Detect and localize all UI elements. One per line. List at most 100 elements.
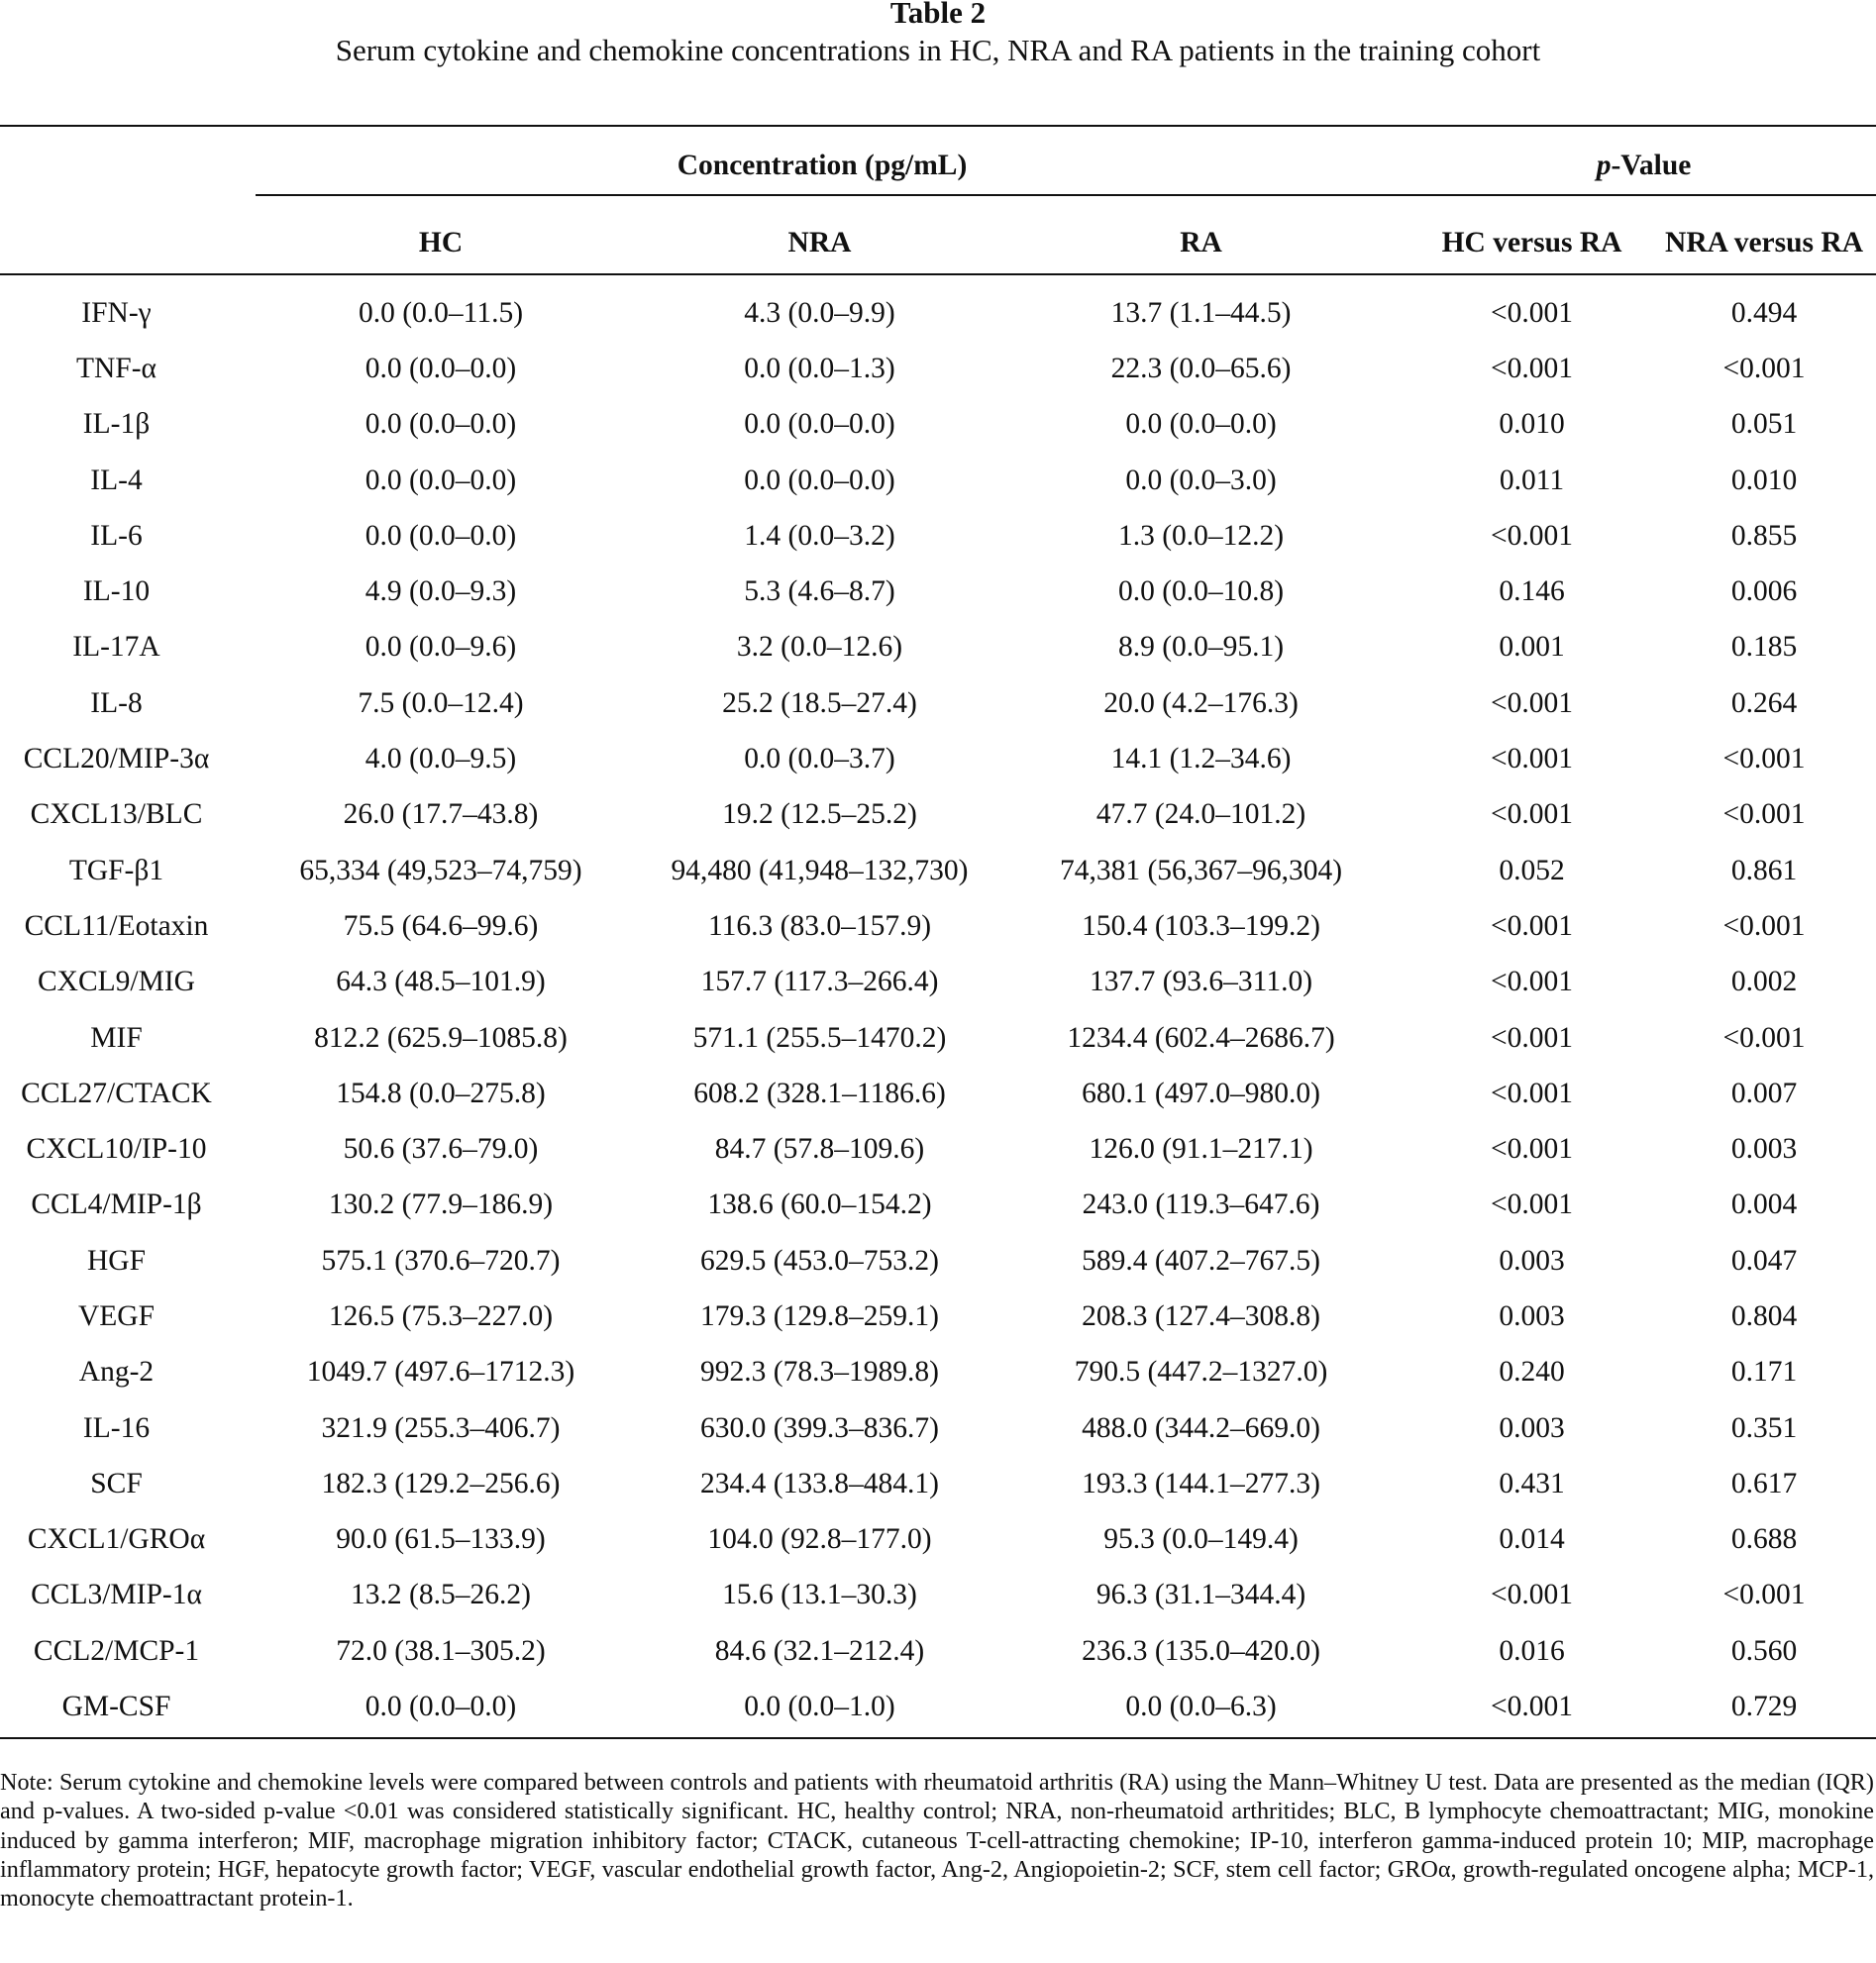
hc-value: 4.0 (0.0–9.5) — [365, 743, 517, 775]
p-nra-vs-ra: 0.264 — [1730, 686, 1798, 719]
cytokine-name: IL-16 — [82, 1411, 151, 1444]
p-hc-vs-ra: <0.001 — [1491, 1133, 1574, 1166]
hc-value: 75.5 (64.6–99.6) — [343, 909, 539, 942]
nra-value: 157.7 (117.3–266.4) — [700, 966, 939, 998]
nra-value: 0.0 (0.0–1.3) — [744, 352, 895, 384]
nra-value: 0.0 (0.0–0.0) — [744, 408, 895, 441]
ra-value: 488.0 (344.2–669.0) — [1082, 1411, 1320, 1444]
nra-value: 571.1 (255.5–1470.2) — [692, 1021, 947, 1054]
table-number: Table 2 — [889, 0, 987, 30]
ra-value: 96.3 (31.1–344.4) — [1095, 1579, 1306, 1611]
hc-value: 65,334 (49,523–74,759) — [299, 854, 582, 886]
table-row: TNF-α 0.0 (0.0–0.0) 0.0 (0.0–1.3) 22.3 (0.0… — [0, 341, 1876, 396]
cytokine-name: TGF-β1 — [68, 854, 164, 886]
nra-value: 1.4 (0.0–3.2) — [744, 519, 895, 552]
hc-value: 0.0 (0.0–0.0) — [365, 408, 517, 441]
nra-value: 15.6 (13.1–30.3) — [722, 1579, 917, 1611]
table-row: CCL27/CTACK 154.8 (0.0–275.8) 608.2 (328.1… — [0, 1066, 1876, 1121]
p-nra-vs-ra: 0.051 — [1730, 408, 1798, 441]
hc-value: 130.2 (77.9–186.9) — [328, 1188, 554, 1221]
cytokine-name: HGF — [86, 1244, 146, 1277]
cytokine-name: TNF-α — [75, 352, 156, 384]
table-row: CCL2/MCP-1 72.0 (38.1–305.2) 84.6 (32.1–21… — [0, 1623, 1876, 1679]
p-hc-vs-ra: <0.001 — [1491, 686, 1574, 719]
table-row: HGF 575.1 (370.6–720.7) 629.5 (453.0–753.2… — [0, 1233, 1876, 1289]
hc-value: 321.9 (255.3–406.7) — [321, 1411, 561, 1444]
ra-value: 20.0 (4.2–176.3) — [1103, 686, 1299, 719]
table-row: CCL20/MIP-3α 4.0 (0.0–9.5) 0.0 (0.0–3.7) 14… — [0, 731, 1876, 786]
hc-value: 0.0 (0.0–11.5) — [358, 296, 524, 329]
p-hc-vs-ra: 0.431 — [1499, 1467, 1565, 1499]
table-row: CXCL10/IP-10 50.6 (37.6–79.0) 84.7 (57.8–1… — [0, 1121, 1876, 1177]
table-row: CCL4/MIP-1β 130.2 (77.9–186.9) 138.6 (60.0… — [0, 1178, 1876, 1233]
table-row: CXCL1/GROα 90.0 (61.5–133.9) 104.0 (92.8–1… — [0, 1512, 1876, 1568]
table-row: IL-10 4.9 (0.0–9.3) 5.3 (4.6–8.7) 0.0 (0.0–… — [0, 564, 1876, 619]
hc-value: 0.0 (0.0–0.0) — [365, 519, 517, 552]
ra-value: 0.0 (0.0–6.3) — [1125, 1691, 1277, 1723]
header-row-columns: HC NRA RA HC versus RA NRA versus RA — [0, 206, 1876, 279]
hc-value: 0.0 (0.0–0.0) — [365, 352, 517, 384]
nra-value: 0.0 (0.0–1.0) — [744, 1691, 895, 1723]
p-nra-vs-ra: 0.617 — [1730, 1467, 1798, 1499]
hc-value: 64.3 (48.5–101.9) — [336, 966, 546, 998]
ra-value: 790.5 (447.2–1327.0) — [1074, 1356, 1328, 1389]
table-row: IL-8 7.5 (0.0–12.4) 25.2 (18.5–27.4) 20.0 (… — [0, 675, 1876, 731]
cytokine-name: CCL3/MIP-1α — [31, 1579, 202, 1611]
cytokine-name: GM-CSF — [61, 1691, 171, 1723]
p-nra-vs-ra: <0.001 — [1722, 352, 1806, 384]
ra-value: 243.0 (119.3–647.6) — [1082, 1188, 1320, 1221]
nra-value: 5.3 (4.6–8.7) — [744, 575, 895, 608]
p-hc-vs-ra: <0.001 — [1491, 352, 1574, 384]
p-hc-vs-ra: <0.001 — [1491, 798, 1574, 831]
p-nra-vs-ra: 0.010 — [1730, 464, 1798, 496]
cytokine-name: CCL20/MIP-3α — [23, 743, 210, 775]
cytokine-name: CXCL1/GROα — [27, 1523, 206, 1556]
p-hc-vs-ra: 0.003 — [1499, 1299, 1565, 1332]
table-row: IL-17A 0.0 (0.0–9.6) 3.2 (0.0–12.6) 8.9 (0.… — [0, 620, 1876, 675]
p-hc-vs-ra: 0.052 — [1499, 854, 1565, 886]
p-nra-vs-ra: 0.729 — [1730, 1691, 1798, 1723]
hc-value: 0.0 (0.0–9.6) — [365, 631, 517, 664]
table-row: CCL11/Eotaxin 75.5 (64.6–99.6) 116.3 (83.0… — [0, 898, 1876, 954]
cytokine-name: CCL11/Eotaxin — [24, 909, 209, 942]
table-row: IL-1β 0.0 (0.0–0.0) 0.0 (0.0–0.0) 0.0 (0.0–… — [0, 397, 1876, 453]
p-hc-vs-ra: <0.001 — [1491, 909, 1574, 942]
cytokine-name: VEGF — [77, 1299, 156, 1332]
p-nra-vs-ra: 0.171 — [1730, 1356, 1798, 1389]
table-row: CXCL9/MIG 64.3 (48.5–101.9) 157.7 (117.3–2… — [0, 955, 1876, 1010]
ra-value: 13.7 (1.1–44.5) — [1110, 296, 1292, 329]
nra-value: 19.2 (12.5–25.2) — [722, 798, 917, 831]
nra-value: 84.7 (57.8–109.6) — [714, 1133, 925, 1166]
p-nra-vs-ra: 0.007 — [1730, 1077, 1798, 1109]
table-row: GM-CSF 0.0 (0.0–0.0) 0.0 (0.0–1.0) 0.0 (0.0… — [0, 1679, 1876, 1734]
hc-value: 50.6 (37.6–79.0) — [343, 1133, 539, 1166]
hc-value: 812.2 (625.9–1085.8) — [314, 1021, 568, 1054]
header-bottom-rule — [0, 273, 1876, 275]
nra-value: 608.2 (328.1–1186.6) — [693, 1077, 946, 1109]
cytokine-name: IL-8 — [90, 686, 143, 719]
nra-value: 104.0 (92.8–177.0) — [707, 1523, 932, 1556]
cytokine-name: CXCL9/MIG — [38, 966, 195, 998]
table-row: IL-16 321.9 (255.3–406.7) 630.0 (399.3–836… — [0, 1400, 1876, 1456]
table-row: SCF 182.3 (129.2–256.6) 234.4 (133.8–484.1… — [0, 1456, 1876, 1511]
nra-value: 3.2 (0.0–12.6) — [736, 631, 903, 664]
header-hc-vs-ra: HC versus RA — [1441, 226, 1622, 258]
table-row: Ang-2 1049.7 (497.6–1712.3) 992.3 (78.3–19… — [0, 1345, 1876, 1400]
p-nra-vs-ra: 0.351 — [1730, 1411, 1798, 1444]
p-hc-vs-ra: <0.001 — [1491, 1579, 1574, 1611]
table-body: IFN-γ 0.0 (0.0–11.5) 4.3 (0.0–9.9) 13.7 (1.… — [0, 279, 1876, 1735]
hc-value: 126.5 (75.3–227.0) — [328, 1299, 554, 1332]
cytokine-name: CCL27/CTACK — [21, 1077, 212, 1109]
nra-value: 0.0 (0.0–0.0) — [744, 464, 895, 496]
nra-value: 234.4 (133.8–484.1) — [700, 1467, 939, 1499]
ra-value: 589.4 (407.2–767.5) — [1082, 1244, 1320, 1277]
nra-value: 84.6 (32.1–212.4) — [714, 1634, 925, 1667]
cytokine-name: CCL2/MCP-1 — [33, 1634, 200, 1667]
nra-value: 4.3 (0.0–9.9) — [744, 296, 895, 329]
table-title-block: Table 2 Serum cytokine and chemokine con… — [0, 0, 1876, 69]
ra-value: 193.3 (144.1–277.3) — [1082, 1467, 1320, 1499]
p-hc-vs-ra: 0.240 — [1499, 1356, 1565, 1389]
p-hc-vs-ra: 0.003 — [1499, 1411, 1565, 1444]
nra-value: 179.3 (129.8–259.1) — [700, 1299, 939, 1332]
table-row: IL-6 0.0 (0.0–0.0) 1.4 (0.0–3.2) 1.3 (0.0–1… — [0, 508, 1876, 564]
